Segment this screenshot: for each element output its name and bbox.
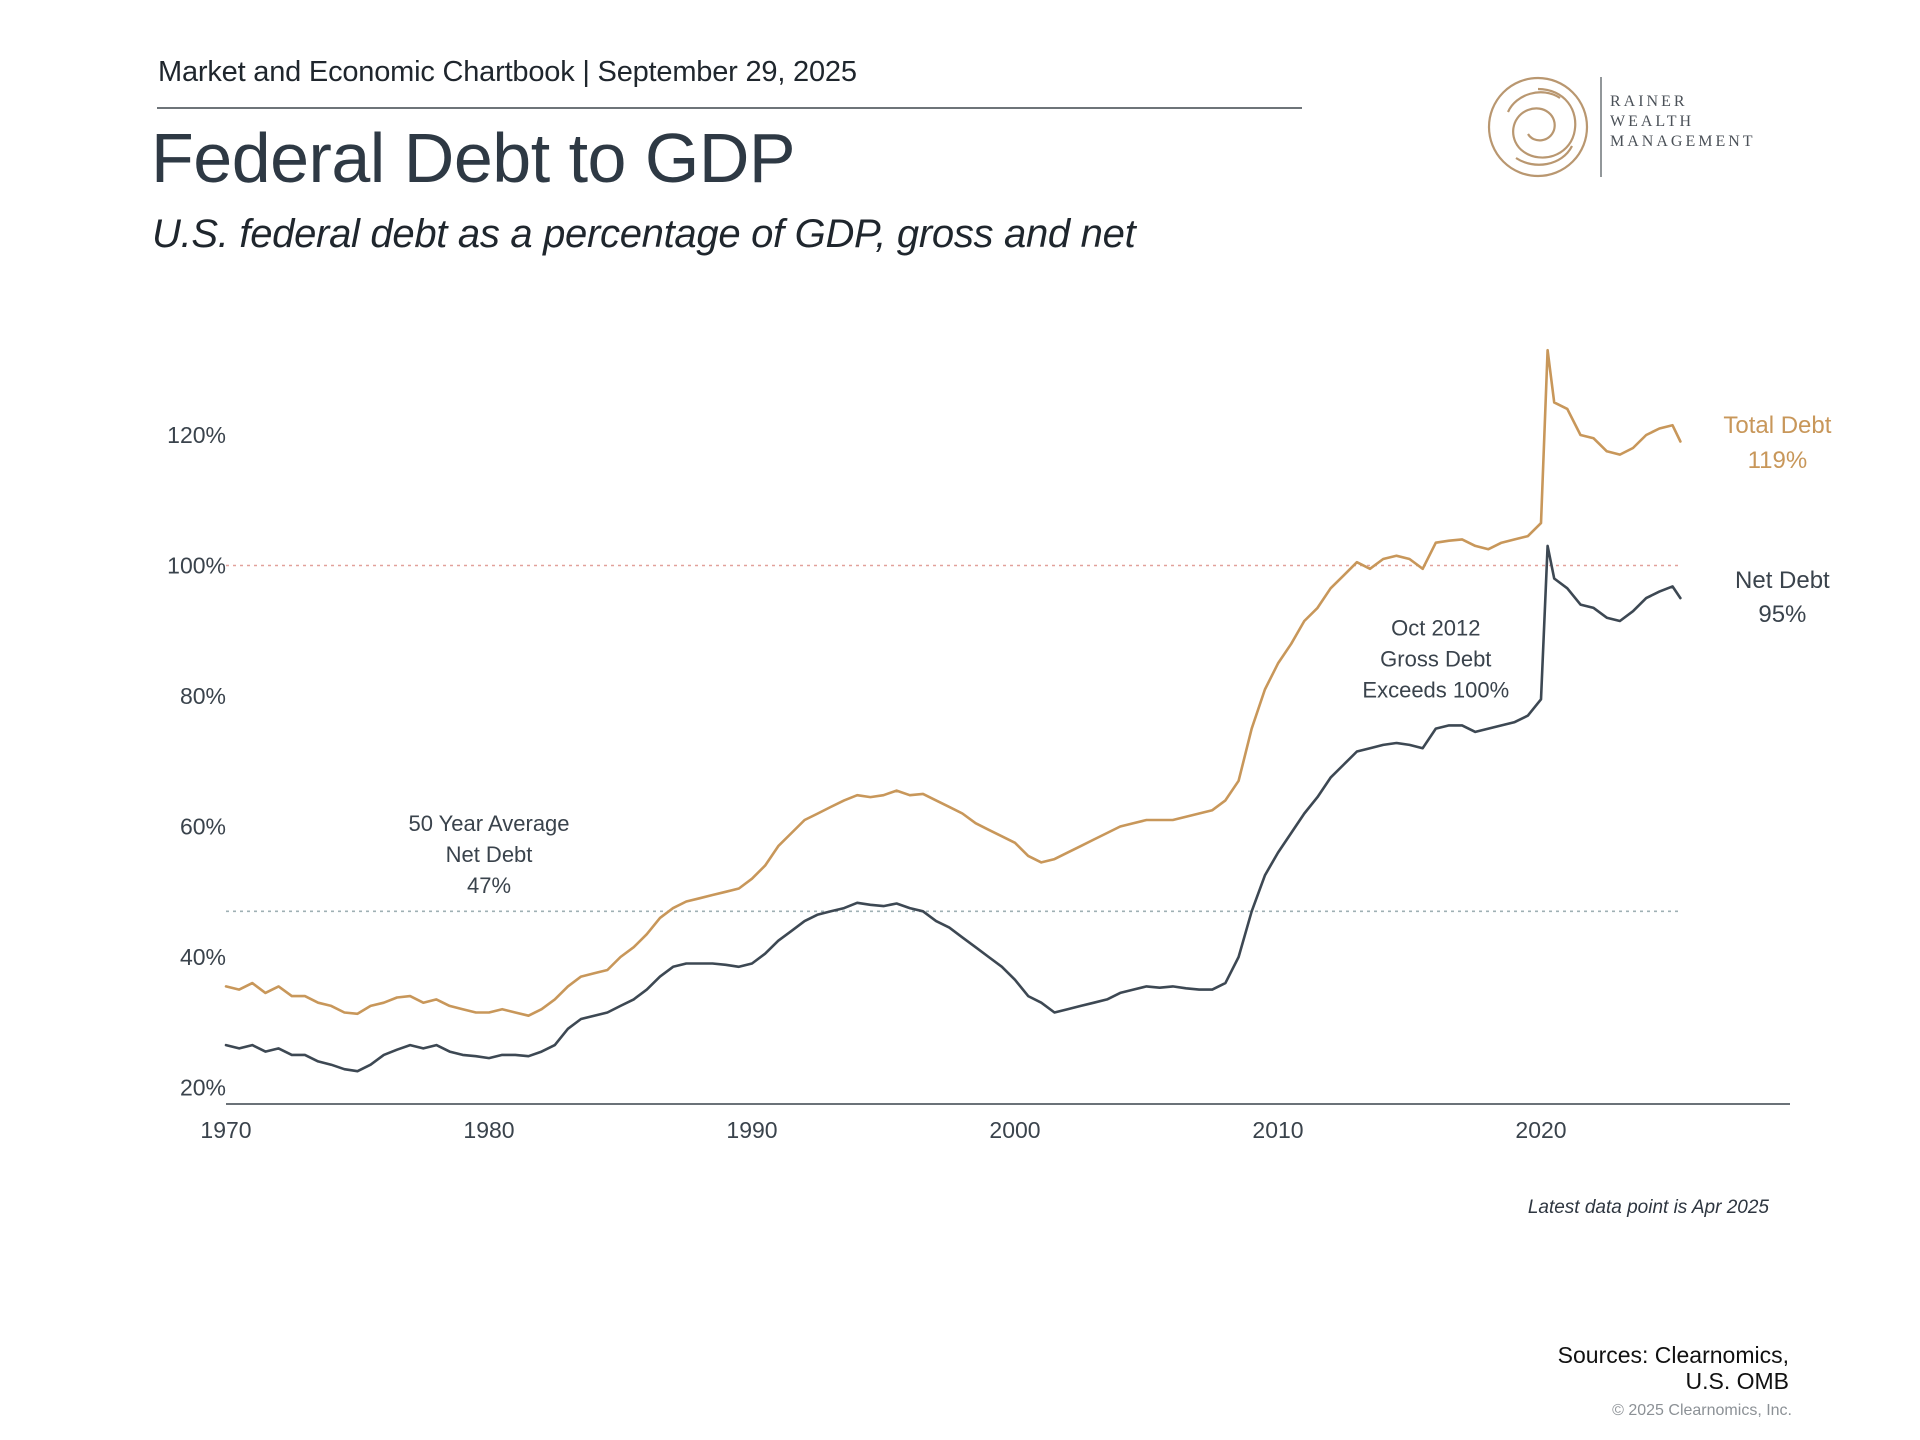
x-tick-label: 2020 xyxy=(1515,1117,1566,1143)
y-tick-label: 20% xyxy=(180,1075,226,1101)
y-tick-label: 80% xyxy=(180,683,226,709)
x-tick-label: 1980 xyxy=(463,1117,514,1143)
logo-wordmark: RAINER WEALTH MANAGEMENT xyxy=(1610,92,1756,152)
annotation-0-line-1: Gross Debt xyxy=(1380,646,1491,671)
x-tick-label: 2010 xyxy=(1252,1117,1303,1143)
y-tick-label: 40% xyxy=(180,944,226,970)
annotation-0-line-2: Exceeds 100% xyxy=(1362,677,1509,702)
rainer-spiral-logo-icon xyxy=(1487,76,1602,178)
series-line-net-debt xyxy=(224,544,1682,1073)
y-tick-label: 100% xyxy=(167,553,226,579)
debt-to-gdp-chart: 20% 40% 60% 80% 100% 120% 1970 1980 1990 2000 2010… xyxy=(167,348,1832,1143)
page-subtitle: U.S. federal debt as a percentage of GDP… xyxy=(152,212,1136,256)
chartbook-header: Market and Economic Chartbook | Septembe… xyxy=(158,56,857,88)
annotation-1-line-0: 50 Year Average xyxy=(408,811,569,836)
y-tick-label: 120% xyxy=(167,422,226,448)
logo-line-1: RAINER xyxy=(1610,93,1688,110)
sources: Sources: Clearnomics, U.S. OMB xyxy=(1558,1342,1789,1394)
x-tick-label: 1970 xyxy=(200,1117,251,1143)
end-value-total-debt: 119% xyxy=(1748,447,1808,474)
series-line-total-debt xyxy=(224,348,1682,1017)
header-divider xyxy=(157,107,1302,109)
latest-data-note: Latest data point is Apr 2025 xyxy=(1527,1197,1769,1218)
y-tick-label: 60% xyxy=(180,814,226,840)
annotation-0-line-0: Oct 2012 xyxy=(1391,615,1480,640)
sources-line-1: Sources: Clearnomics, xyxy=(1557,1342,1789,1368)
page-title: Federal Debt to GDP xyxy=(151,119,796,197)
logo-line-3: MANAGEMENT xyxy=(1610,133,1756,150)
annotation-1-line-2: 47% xyxy=(467,873,511,898)
x-tick-label: 1990 xyxy=(726,1117,777,1143)
annotation-1-line-1: Net Debt xyxy=(446,842,533,867)
end-value-net-debt: 95% xyxy=(1758,601,1806,628)
x-tick-label: 2000 xyxy=(989,1117,1040,1143)
legend-label-total-debt: Total Debt xyxy=(1723,412,1831,439)
copyright: © 2025 Clearnomics, Inc. xyxy=(1612,1402,1792,1419)
legend-label-net-debt: Net Debt xyxy=(1735,567,1830,594)
sources-line-2: U.S. OMB xyxy=(1685,1368,1789,1394)
logo-line-2: WEALTH xyxy=(1610,113,1695,130)
